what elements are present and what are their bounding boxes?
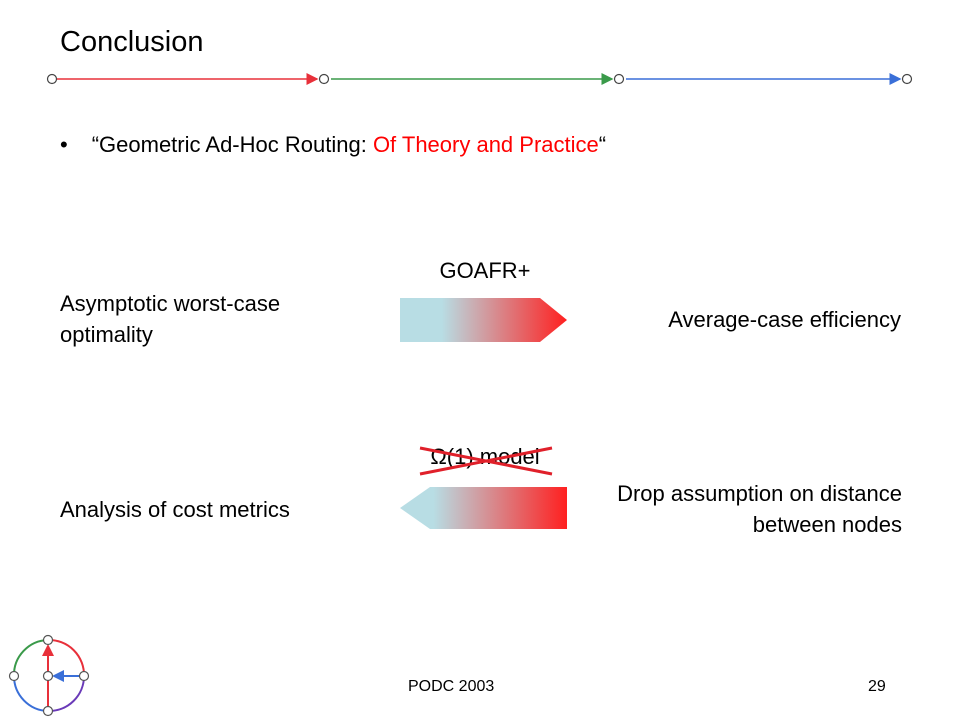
- row2-right-text: Drop assumption on distance between node…: [617, 481, 902, 537]
- bullet-close-quote: “: [598, 132, 607, 157]
- page-number: 29: [868, 678, 886, 695]
- row2-left-text: Analysis of cost metrics: [60, 497, 290, 522]
- title-underline-icon: [46, 73, 913, 85]
- row2-arrow-label: Ω(1) model: [430, 444, 540, 469]
- row1-right-text: Average-case efficiency: [668, 307, 901, 332]
- slide-title: Conclusion: [60, 26, 204, 58]
- footer-conference: PODC 2003: [408, 678, 495, 695]
- routing-graph-logo-icon: [8, 634, 90, 717]
- bullet-item: • “Geometric Ad-Hoc Routing: Of Theory an…: [60, 132, 606, 158]
- row1-left-text: Asymptotic worst-case optimality: [60, 291, 281, 347]
- strike-through-icon: [419, 446, 553, 476]
- bullet-text: “Geometric Ad-Hoc Routing:: [91, 132, 373, 157]
- bullet-marker: •: [60, 132, 68, 157]
- row1-arrow-label: GOAFR+: [439, 258, 531, 283]
- right-arrow-icon: [400, 298, 567, 342]
- bullet-highlight: Of Theory and Practice: [372, 132, 599, 157]
- left-arrow-icon: [400, 487, 567, 529]
